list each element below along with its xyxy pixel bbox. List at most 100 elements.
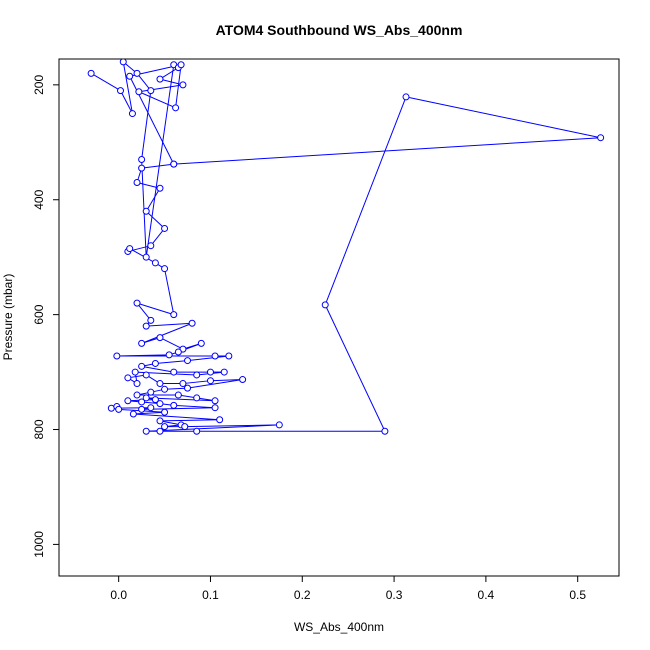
data-point	[206, 377, 214, 385]
series-line-segment	[150, 228, 165, 247]
data-point	[135, 88, 143, 96]
data-point	[147, 87, 155, 95]
data-point	[129, 410, 137, 418]
data-point	[156, 75, 164, 83]
data-point	[211, 404, 219, 412]
series-line-segment	[141, 365, 174, 373]
data-point	[151, 396, 159, 404]
data-point	[156, 400, 164, 408]
data-point	[381, 427, 389, 435]
data-point	[275, 421, 283, 429]
data-point	[138, 156, 146, 164]
series-line-segment	[136, 73, 152, 91]
data-point	[142, 394, 150, 402]
series-line-segment	[141, 159, 147, 258]
data-point	[197, 339, 205, 347]
series-line-segment	[159, 67, 179, 80]
data-point	[193, 394, 201, 402]
data-point	[124, 374, 132, 382]
chart-title: ATOM4 Southbound WS_Abs_400nm	[216, 22, 463, 38]
data-point	[177, 61, 185, 69]
data-point	[133, 179, 141, 187]
data-point	[161, 224, 169, 232]
data-point	[188, 319, 196, 327]
data-point	[156, 184, 164, 192]
series-line-segment	[159, 419, 220, 422]
data-point	[119, 59, 127, 66]
data-point	[225, 352, 233, 360]
data-point	[174, 348, 182, 356]
series-line-segment	[129, 248, 156, 264]
data-point	[138, 405, 146, 413]
data-point	[128, 110, 136, 118]
data-point	[211, 397, 219, 405]
series-line-segment	[133, 413, 220, 421]
data-point	[131, 368, 139, 376]
series-line-segment	[324, 96, 407, 306]
data-point	[142, 253, 150, 261]
data-point	[172, 104, 180, 112]
data-point	[239, 376, 247, 384]
series-line-segment	[405, 96, 601, 139]
series-line-segment	[210, 379, 243, 382]
data-point	[147, 316, 155, 324]
data-point	[211, 352, 219, 360]
data-point	[151, 359, 159, 367]
data-point	[206, 368, 214, 376]
y-axis-label: Pressure (mbar)	[1, 274, 15, 361]
data-point	[133, 69, 141, 77]
series-line-segment	[136, 302, 174, 316]
y-tick-label: 400	[32, 189, 46, 209]
series-line-segment	[164, 387, 188, 390]
data-point	[147, 242, 155, 250]
x-tick-label: 0.4	[478, 588, 495, 602]
series-line-segment	[136, 302, 152, 321]
series-line-segment	[155, 360, 188, 364]
data-point	[179, 81, 187, 89]
plot-area	[87, 59, 605, 435]
data-point	[161, 408, 169, 416]
series-line-segment	[141, 90, 152, 160]
data-point	[156, 380, 164, 388]
data-point	[220, 368, 228, 376]
series-line-segment	[159, 337, 184, 350]
data-point	[165, 351, 173, 359]
x-tick-label: 0.2	[294, 588, 311, 602]
data-point	[170, 401, 178, 409]
data-point	[174, 391, 182, 399]
data-point	[124, 397, 132, 405]
data-point	[156, 334, 164, 342]
data-point	[193, 371, 201, 379]
series-line-segment	[136, 182, 161, 189]
x-tick-label: 0.3	[386, 588, 403, 602]
data-point	[138, 398, 146, 406]
series-line-segment	[146, 322, 193, 327]
y-tick-label: 800	[32, 419, 46, 439]
series-line-segment	[145, 64, 175, 258]
y-tick-label: 600	[32, 304, 46, 324]
x-axis: 0.0 0.1 0.2 0.3 0.4 0.5	[110, 576, 586, 602]
series-line-segment	[187, 355, 229, 362]
series-line-segment	[122, 61, 133, 114]
y-tick-label: 1000	[32, 531, 46, 558]
data-point	[126, 72, 134, 80]
data-point	[151, 259, 159, 267]
series-line-segment	[138, 91, 176, 109]
series-line-segment	[164, 268, 175, 315]
data-point	[117, 87, 125, 95]
series-line-segment	[324, 304, 386, 432]
series-line-segment	[173, 137, 601, 165]
data-point	[142, 371, 150, 379]
data-point	[184, 384, 192, 392]
data-point	[156, 427, 164, 435]
series-line-segment	[146, 424, 280, 432]
plot-frame	[58, 58, 620, 577]
x-axis-label: WS_Abs_400nm	[294, 620, 384, 634]
data-point	[147, 404, 155, 412]
data-point	[184, 357, 192, 365]
data-point	[133, 380, 141, 388]
x-tick-label: 0.0	[110, 588, 127, 602]
y-tick-label: 200	[32, 75, 46, 95]
data-point	[161, 385, 169, 393]
